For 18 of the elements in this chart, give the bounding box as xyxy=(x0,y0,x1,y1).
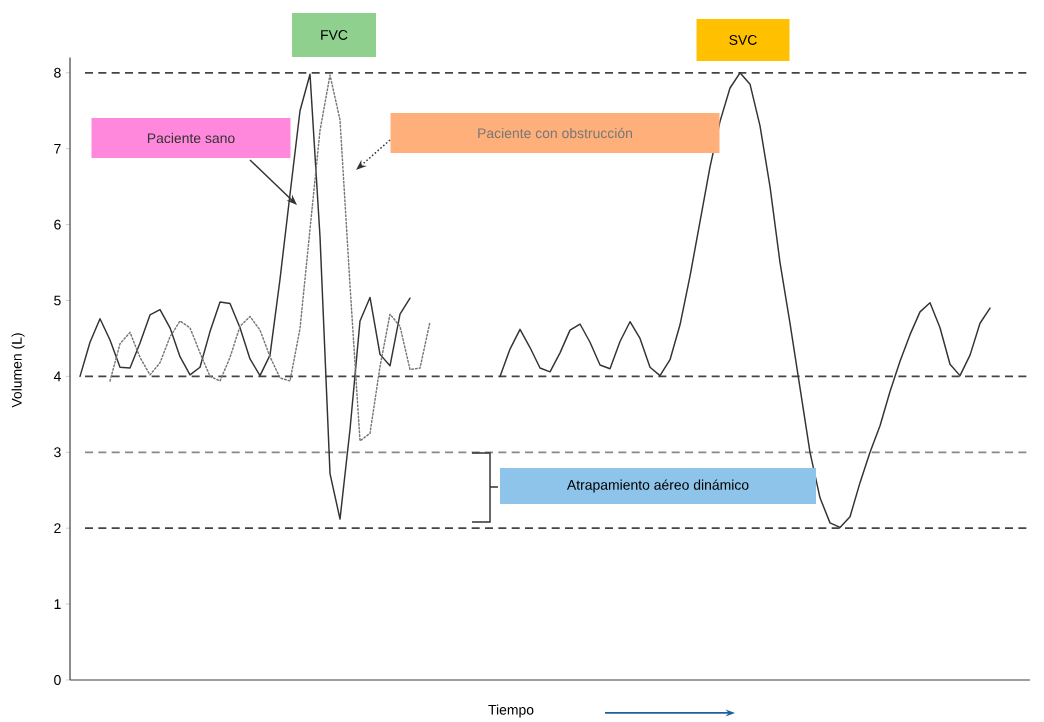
y-tick-label: 4 xyxy=(53,371,61,382)
x-axis-title: Tiempo xyxy=(488,704,534,718)
y-tick-label: 0 xyxy=(54,675,61,685)
text: SVC xyxy=(729,35,757,45)
y-tick-label: 1 xyxy=(54,599,61,609)
y-tick-label: 2 xyxy=(54,523,61,534)
line-series xyxy=(79,73,411,520)
y-axis-title: Volumen (L) xyxy=(11,333,25,408)
text: FVC xyxy=(321,30,348,40)
line-series xyxy=(109,74,431,442)
y-tick-label: 8 xyxy=(54,67,61,78)
annotation: Atrapamiento aéreo dinámico xyxy=(566,479,749,493)
text: Paciente sano xyxy=(147,132,235,144)
text: Paciente con obstrucción xyxy=(478,127,632,139)
y-tick-label: 5 xyxy=(54,295,61,306)
y-tick-label: 6 xyxy=(54,219,61,230)
y-tick-label: 7 xyxy=(54,143,61,154)
y-tick-label: 3 xyxy=(54,447,61,458)
